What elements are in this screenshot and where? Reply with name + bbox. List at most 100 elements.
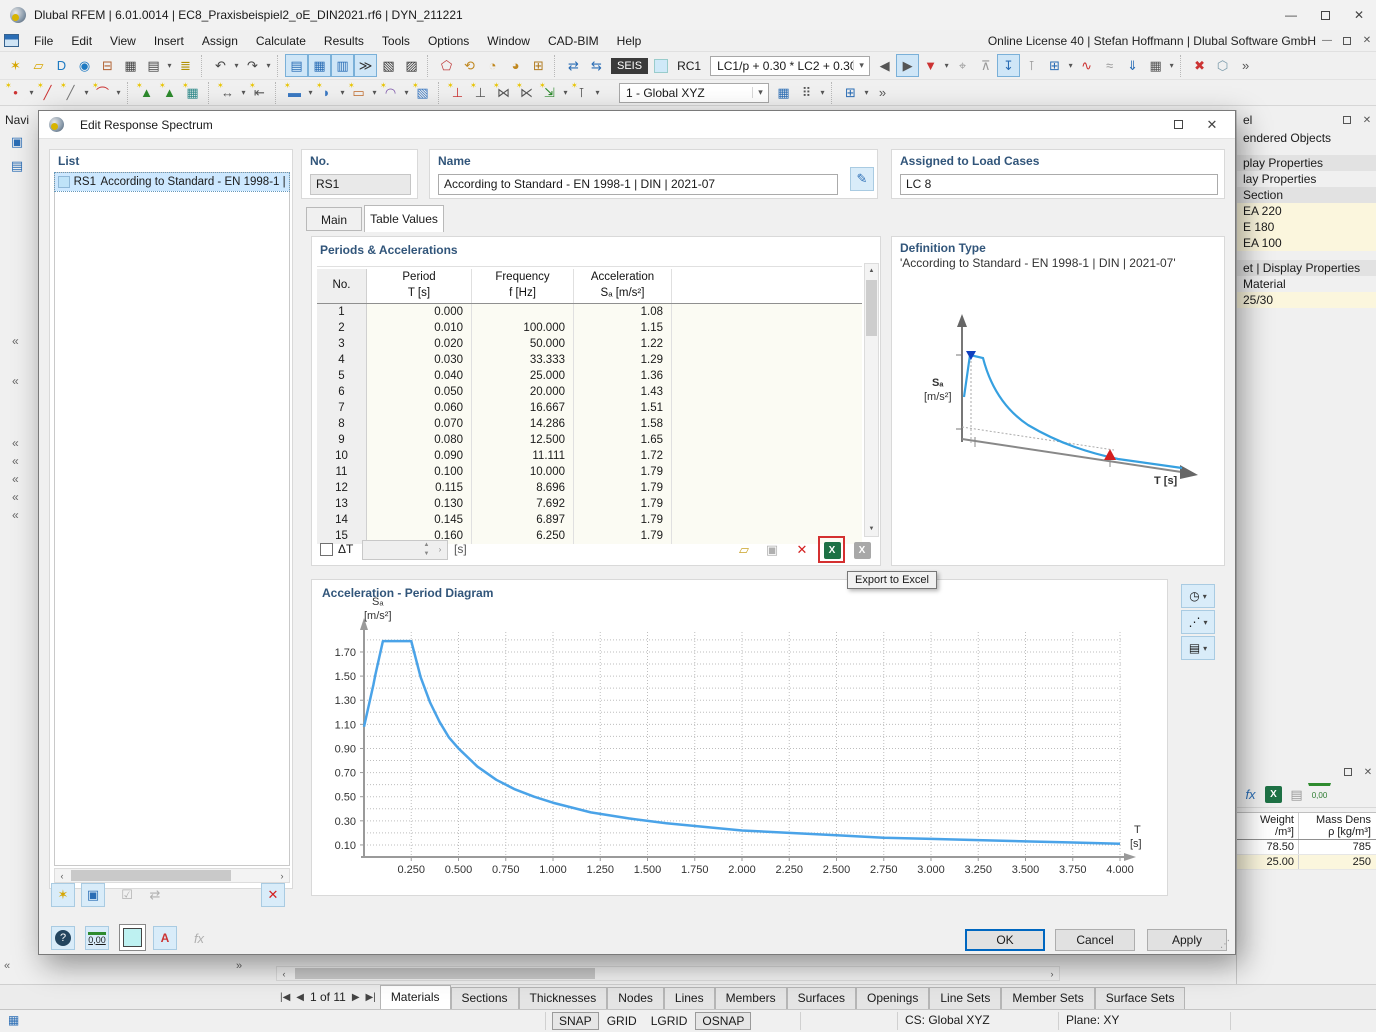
- snap-toggle-snap[interactable]: SNAP: [552, 1012, 599, 1030]
- dropdown-caret-icon[interactable]: ▾: [1169, 61, 1174, 70]
- tab-thicknesses[interactable]: Thicknesses: [518, 987, 608, 1009]
- print-diagram-button[interactable]: ▤ ▾: [1181, 636, 1215, 660]
- tab-openings[interactable]: Openings: [855, 987, 930, 1009]
- dropdown-caret-icon[interactable]: ▾: [308, 88, 313, 97]
- navigator-scroll-left-icon[interactable]: «: [4, 960, 11, 972]
- tab-lines[interactable]: Lines: [663, 987, 715, 1009]
- next-load-case-icon[interactable]: ▶: [896, 54, 920, 77]
- snap-toggle-osnap[interactable]: OSNAP: [695, 1012, 752, 1030]
- dropdown-caret-icon[interactable]: ▾: [372, 88, 377, 97]
- modify-polygon-icon[interactable]: ⬠: [440, 57, 453, 73]
- spectrum-color-button[interactable]: [119, 924, 146, 951]
- table-row[interactable]: 9 0.080 12.500 1.65: [317, 432, 862, 448]
- panel-item[interactable]: endered Objects: [1243, 131, 1332, 145]
- new-node-icon[interactable]: •: [4, 81, 27, 104]
- mail-icon[interactable]: ▤: [1290, 786, 1303, 802]
- child-close-icon[interactable]: ✕: [1362, 35, 1372, 46]
- collapsed-panel-chevron-icon[interactable]: «: [12, 436, 19, 450]
- open-model-icon[interactable]: ▱: [33, 57, 44, 73]
- grid-settings-icon[interactable]: ⠿: [801, 84, 812, 100]
- work-plane-icon[interactable]: ▦: [777, 84, 790, 100]
- table-panel-float-icon[interactable]: [1339, 764, 1357, 780]
- list-scroll-right-icon[interactable]: ›: [280, 870, 284, 881]
- close-icon[interactable]: ✕: [1353, 8, 1365, 22]
- collapsed-panel-chevron-icon[interactable]: «: [12, 508, 19, 522]
- new-dimension-xx-icon[interactable]: ⇤: [248, 81, 271, 104]
- table-grid-icon[interactable]: ▦: [308, 54, 331, 77]
- save-results-icon[interactable]: ⇓: [1127, 57, 1139, 73]
- nav-prev-icon[interactable]: ◀: [296, 991, 304, 1003]
- snap-toggle-lgrid[interactable]: LGRID: [650, 1014, 688, 1028]
- invert-selection-button[interactable]: ⇄: [149, 887, 161, 902]
- menu-window[interactable]: Window: [487, 33, 530, 48]
- menu-edit[interactable]: Edit: [71, 33, 93, 48]
- new-nurbs-icon[interactable]: ◠: [379, 81, 402, 104]
- apply-button[interactable]: Apply: [1147, 929, 1227, 951]
- new-dimension-icon[interactable]: ↔: [216, 81, 239, 104]
- dropdown-caret-icon[interactable]: ▾: [167, 61, 172, 70]
- panel-item[interactable]: lay Properties: [1243, 172, 1317, 186]
- dialog-close-icon[interactable]: ✕: [1206, 116, 1218, 132]
- render-cube-icon[interactable]: ⬡: [1216, 57, 1229, 73]
- dropdown-caret-icon[interactable]: ▾: [29, 88, 34, 97]
- transfer-right-icon[interactable]: ⇆: [591, 57, 602, 73]
- panel-item[interactable]: EA 100: [1237, 235, 1376, 251]
- combo-arrow-icon[interactable]: ▾: [752, 87, 768, 98]
- delete-results-icon[interactable]: ✖: [1194, 57, 1206, 73]
- table-row[interactable]: 8 0.070 14.286 1.58: [317, 416, 862, 432]
- panel-item[interactable]: 25/30: [1237, 292, 1376, 308]
- clear-table-button[interactable]: ✕: [796, 542, 808, 557]
- table-row[interactable]: 2 0.010 100.000 1.15: [317, 320, 862, 336]
- menu-calculate[interactable]: Calculate: [255, 33, 306, 48]
- materials-row[interactable]: 78.50 785: [1237, 840, 1376, 855]
- new-line-support-icon[interactable]: ⊥: [469, 81, 492, 104]
- table-row[interactable]: 1 0.000 1.08: [317, 304, 862, 320]
- dropdown-caret-icon[interactable]: ▾: [116, 88, 121, 97]
- new-line-hinge-icon[interactable]: ⋉: [515, 81, 538, 104]
- dropdown-caret-icon[interactable]: ▾: [340, 88, 345, 97]
- snap-toggle-grid[interactable]: GRID: [606, 1014, 637, 1028]
- tab-members[interactable]: Members: [714, 987, 787, 1009]
- resize-grip[interactable]: ⋰: [1220, 939, 1230, 950]
- export-to-excel-button[interactable]: X: [820, 538, 844, 562]
- collapsed-panel-chevron-icon[interactable]: «: [12, 454, 19, 468]
- table-colored-icon[interactable]: ▥: [331, 54, 354, 77]
- menu-file[interactable]: File: [34, 33, 54, 48]
- new-line-icon[interactable]: ╱: [36, 81, 59, 104]
- cancel-button[interactable]: Cancel: [1055, 929, 1135, 951]
- list-scroll-left-icon[interactable]: ‹: [60, 870, 64, 881]
- new-spectrum-button[interactable]: ✶: [51, 883, 75, 907]
- save-table-button[interactable]: ▣: [765, 542, 779, 557]
- table-scroll-down-icon[interactable]: ▼: [868, 526, 875, 532]
- new-polyline-icon[interactable]: ⌒: [91, 81, 114, 104]
- new-eccentricity-icon[interactable]: ⇲: [538, 81, 561, 104]
- delta-t-checkbox[interactable]: [320, 543, 333, 556]
- show-result-values-icon[interactable]: ⊺: [1028, 57, 1035, 73]
- result-diagram-icon[interactable]: ∿: [1081, 57, 1093, 73]
- dropdown-caret-icon[interactable]: ▾: [266, 61, 271, 70]
- dropdown-caret-icon[interactable]: ▾: [563, 88, 568, 97]
- child-restore-icon[interactable]: [1338, 33, 1356, 49]
- collapsed-panel-chevron-icon[interactable]: «: [12, 334, 19, 348]
- scroll-right-icon[interactable]: ›: [1050, 968, 1054, 979]
- table-row[interactable]: 10 0.090 11.111 1.72: [317, 448, 862, 464]
- display-navigator-icon[interactable]: ▤: [10, 158, 24, 173]
- menu-insert[interactable]: Insert: [153, 33, 184, 48]
- show-loads-icon[interactable]: ⌖: [958, 57, 967, 73]
- toolbar2-overflow-icon[interactable]: »: [878, 85, 887, 100]
- new-solid-icon[interactable]: ◗: [315, 81, 338, 104]
- tab-line-sets[interactable]: Line Sets: [929, 987, 1002, 1009]
- table-row[interactable]: 14 0.145 6.897 1.79: [317, 512, 862, 528]
- nav-next-icon[interactable]: ▶: [351, 991, 360, 1003]
- new-member-hinge-icon[interactable]: ⋈: [492, 81, 515, 104]
- formula-button[interactable]: fx: [193, 930, 205, 946]
- graphics-hscrollbar[interactable]: ‹ ›: [276, 966, 1060, 981]
- menu-tools[interactable]: Tools: [381, 33, 410, 48]
- new-member-set-icon[interactable]: ▲: [158, 81, 181, 104]
- table-row[interactable]: 5 0.040 25.000 1.36: [317, 368, 862, 384]
- animation-settings-button[interactable]: ◷ ▾: [1181, 584, 1215, 608]
- delete-spectrum-button[interactable]: ✕: [261, 883, 285, 907]
- filter-loads-icon[interactable]: ▼: [924, 58, 938, 73]
- new-block-icon[interactable]: ▧: [411, 81, 434, 104]
- dropdown-caret-icon[interactable]: ▾: [234, 61, 239, 70]
